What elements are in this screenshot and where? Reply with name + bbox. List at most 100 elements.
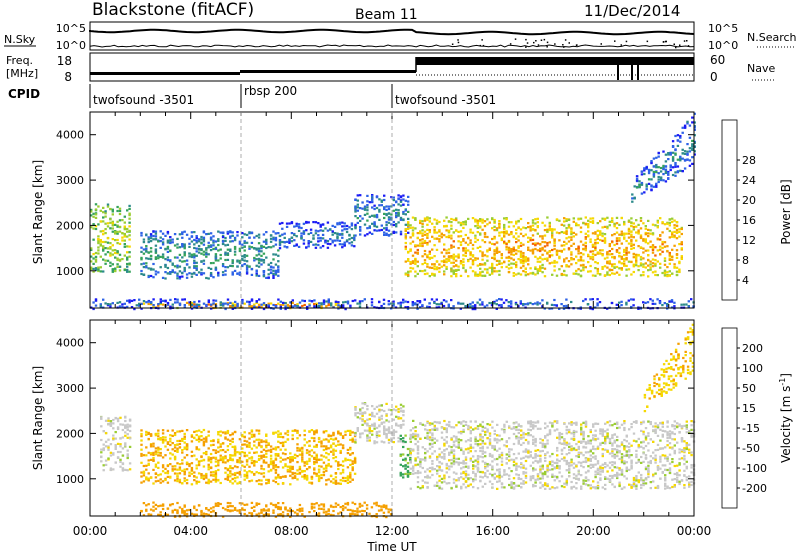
range-cell <box>245 471 249 474</box>
range-cell <box>257 479 261 482</box>
range-cell <box>140 439 143 442</box>
range-cell <box>169 457 172 460</box>
range-cell <box>591 274 595 277</box>
range-cell <box>296 429 299 432</box>
range-cell <box>209 452 213 456</box>
range-cell <box>416 472 420 475</box>
range-cell <box>241 255 244 258</box>
range-cell <box>423 241 427 244</box>
range-cell <box>166 481 170 484</box>
range-cell <box>440 451 444 454</box>
range-cell <box>277 254 280 257</box>
range-cell <box>265 256 268 259</box>
range-cell <box>682 303 686 306</box>
range-cell <box>438 240 441 243</box>
range-cell <box>426 243 429 246</box>
range-cell <box>269 460 273 463</box>
range-cell <box>219 458 222 462</box>
range-cell <box>435 231 439 234</box>
range-cell <box>181 232 184 235</box>
range-cell <box>111 227 114 230</box>
range-cell <box>207 447 210 450</box>
range-cell <box>445 249 448 252</box>
range-cell <box>491 264 494 267</box>
range-cell <box>512 253 515 256</box>
range-cell <box>221 231 225 234</box>
range-cell <box>514 301 518 304</box>
range-cell <box>217 431 220 434</box>
range-cell <box>406 307 410 310</box>
range-cell <box>440 236 443 239</box>
range-cell <box>226 476 230 479</box>
range-cell <box>662 167 665 171</box>
range-cell <box>346 466 350 469</box>
noise-search-point <box>683 40 686 42</box>
range-cell <box>207 241 210 244</box>
noise-search-point <box>664 40 667 43</box>
range-cell <box>116 426 120 429</box>
range-cell <box>126 268 129 271</box>
range-cell <box>431 428 434 431</box>
range-cell <box>205 233 208 236</box>
range-cell <box>322 455 326 458</box>
range-cell <box>128 251 131 254</box>
range-cell <box>262 455 266 458</box>
range-cell <box>349 463 352 466</box>
range-cell <box>423 230 427 233</box>
range-cell <box>349 448 352 451</box>
range-cell <box>409 270 412 273</box>
range-cell <box>193 243 196 246</box>
range-cell <box>107 446 110 449</box>
range-cell <box>503 234 506 237</box>
range-cell <box>572 258 575 261</box>
range-cell <box>205 255 208 258</box>
range-cell <box>392 434 395 437</box>
range-cell <box>291 301 294 304</box>
range-cell <box>570 256 573 260</box>
range-cell <box>94 255 98 258</box>
range-cell <box>651 223 655 226</box>
range-cell <box>637 254 640 257</box>
range-cell <box>212 247 215 251</box>
range-cell <box>572 220 575 223</box>
range-cell <box>416 449 420 452</box>
range-cell <box>262 252 266 255</box>
range-cell <box>200 272 203 275</box>
range-cell <box>257 441 261 444</box>
range-cell <box>404 199 407 202</box>
range-cell <box>265 276 268 279</box>
range-cell <box>289 452 292 455</box>
freq-trace-segment <box>240 70 416 73</box>
range-cell <box>455 275 458 278</box>
range-cell <box>606 266 609 269</box>
range-cell <box>142 238 146 241</box>
range-cell <box>536 249 539 252</box>
range-cell <box>572 217 575 220</box>
range-cell <box>214 246 218 249</box>
range-cell <box>392 430 395 433</box>
range-cell <box>308 303 311 306</box>
noise-left-tick-bottom: 10^0 <box>56 39 86 52</box>
range-cell <box>338 239 342 242</box>
range-cell <box>447 229 451 232</box>
range-cell <box>541 263 544 266</box>
range-cell <box>124 431 127 434</box>
range-cell <box>570 300 573 304</box>
range-cell <box>327 301 330 304</box>
range-cell <box>462 247 465 250</box>
range-cell <box>495 227 499 230</box>
range-cell <box>565 237 568 240</box>
range-cell <box>315 461 318 464</box>
range-cell <box>90 267 93 271</box>
range-cell <box>366 206 369 209</box>
range-cell <box>138 302 141 305</box>
range-cell <box>433 226 436 229</box>
range-cell <box>313 468 316 471</box>
range-cell <box>611 217 614 220</box>
range-cell <box>640 192 644 195</box>
range-cell <box>90 247 93 250</box>
range-cell <box>433 255 436 258</box>
range-cell <box>671 166 675 169</box>
range-cell <box>383 233 386 236</box>
range-cell <box>399 216 403 219</box>
